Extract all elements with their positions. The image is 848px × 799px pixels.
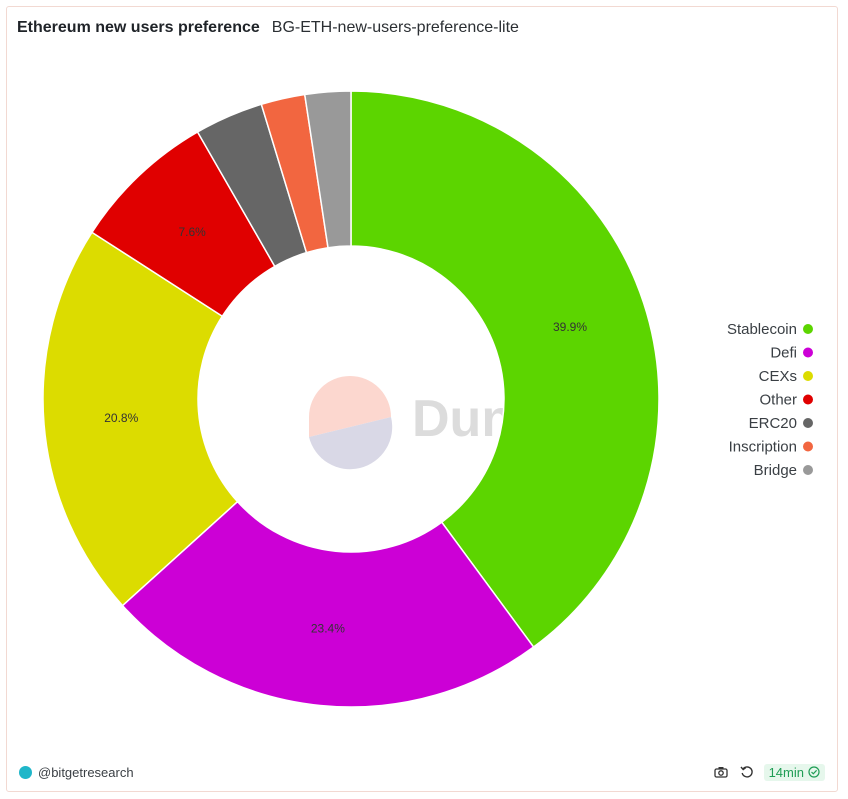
slice-label-stablecoin: 39.9% bbox=[553, 320, 587, 334]
legend-label-stablecoin[interactable]: Stablecoin bbox=[727, 321, 797, 338]
chart-header: Ethereum new users preference BG-ETH-new… bbox=[17, 19, 519, 41]
query-name[interactable]: BG-ETH-new-users-preference-lite bbox=[271, 19, 519, 36]
refresh-icon[interactable] bbox=[738, 763, 756, 781]
chart-title: Ethereum new users preference bbox=[17, 19, 260, 36]
freshness-badge[interactable]: 14min bbox=[763, 763, 825, 781]
slice-cexs[interactable] bbox=[42, 231, 239, 607]
author-name[interactable]: @bitgetresearch bbox=[38, 764, 134, 780]
legend-label-inscription[interactable]: Inscription bbox=[729, 439, 797, 456]
legend-label-erc20[interactable]: ERC20 bbox=[749, 415, 797, 432]
slice-stablecoin[interactable] bbox=[350, 90, 660, 649]
legend-label-cexs[interactable]: CEXs bbox=[759, 368, 797, 385]
legend-label-other[interactable]: Other bbox=[759, 392, 797, 409]
legend-swatch-defi[interactable] bbox=[803, 347, 813, 358]
legend-swatch-erc20[interactable] bbox=[803, 418, 813, 428]
author-link[interactable]: @bitgetresearch bbox=[19, 765, 134, 780]
dune-logo-icon bbox=[309, 376, 391, 437]
legend-swatch-bridge[interactable] bbox=[803, 465, 813, 475]
slice-label-other: 7.6% bbox=[178, 225, 206, 239]
slice-defi[interactable] bbox=[121, 500, 535, 708]
legend-swatch-cexs[interactable] bbox=[803, 371, 813, 381]
donut-chart: Dune 39.9%23.4%20.8%7.6% StablecoinDefiC… bbox=[42, 90, 813, 708]
legend-label-bridge[interactable]: Bridge bbox=[754, 462, 797, 479]
author-avatar bbox=[19, 765, 32, 779]
slice-label-defi: 23.4% bbox=[311, 621, 345, 635]
legend-label-defi[interactable]: Defi bbox=[770, 345, 797, 362]
slice-label-cexs: 20.8% bbox=[104, 411, 138, 425]
chart-footer: @bitgetresearch 14min bbox=[19, 761, 825, 783]
camera-icon[interactable] bbox=[712, 763, 730, 781]
toolbar: 14min bbox=[712, 763, 825, 781]
legend-swatch-inscription[interactable] bbox=[803, 441, 813, 452]
check-circle-icon bbox=[808, 766, 820, 778]
slice-bridge[interactable] bbox=[303, 90, 352, 249]
dune-logo-icon-lower bbox=[309, 417, 393, 470]
legend-swatch-stablecoin[interactable] bbox=[803, 324, 813, 334]
freshness-label: 14min bbox=[768, 764, 804, 780]
legend-swatch-other[interactable] bbox=[803, 394, 813, 405]
chart-card: Ethereum new users preference BG-ETH-new… bbox=[6, 6, 838, 792]
